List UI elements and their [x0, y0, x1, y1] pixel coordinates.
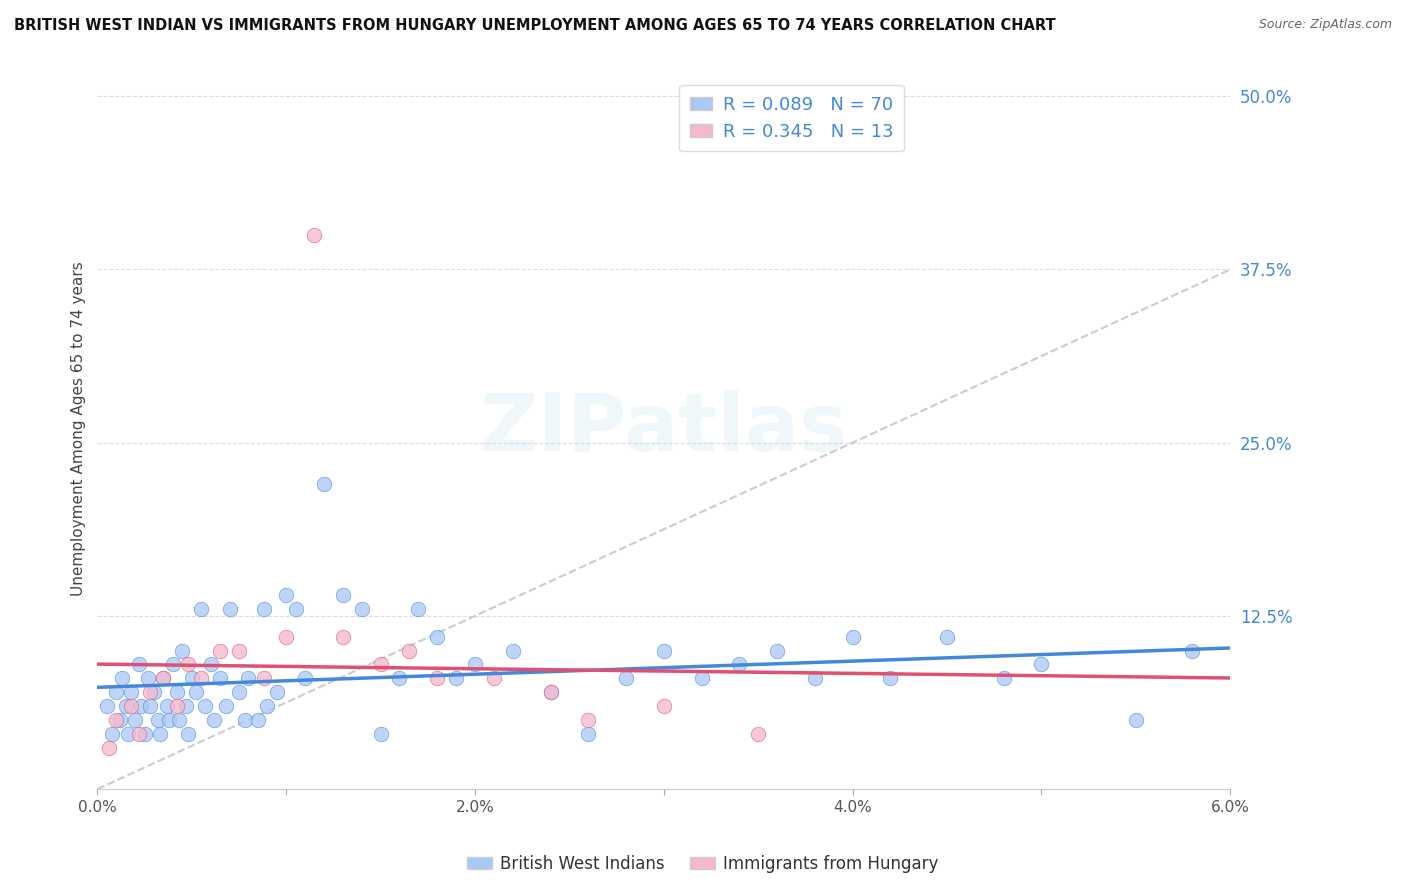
Point: [157, 713, 180, 727]
Point: [134, 727, 156, 741]
Point: [162, 657, 184, 672]
Point: [444, 671, 467, 685]
Point: [1031, 657, 1053, 672]
Point: [120, 698, 142, 713]
Y-axis label: Unemployment Among Ages 65 to 74 years: Unemployment Among Ages 65 to 74 years: [72, 261, 86, 596]
Point: [576, 727, 599, 741]
Point: [276, 630, 298, 644]
Point: [284, 602, 307, 616]
Point: [149, 727, 172, 741]
Point: [728, 657, 751, 672]
Point: [215, 698, 238, 713]
Point: [156, 698, 179, 713]
Point: [204, 713, 226, 727]
Point: [482, 671, 505, 685]
Point: [350, 602, 373, 616]
Text: Source: ZipAtlas.com: Source: ZipAtlas.com: [1258, 18, 1392, 31]
Point: [747, 727, 769, 741]
Point: [105, 685, 128, 699]
Point: [652, 698, 675, 713]
Point: [128, 657, 150, 672]
Point: [146, 713, 169, 727]
Point: [97, 740, 120, 755]
Point: [184, 685, 207, 699]
Point: [117, 727, 139, 741]
Point: [209, 643, 232, 657]
Point: [190, 602, 212, 616]
Point: [194, 698, 217, 713]
Point: [218, 602, 240, 616]
Point: [464, 657, 486, 672]
Point: [614, 671, 637, 685]
Point: [576, 713, 599, 727]
Point: [166, 698, 188, 713]
Point: [111, 671, 134, 685]
Point: [177, 657, 200, 672]
Point: [129, 698, 152, 713]
Point: [266, 685, 288, 699]
Point: [993, 671, 1015, 685]
Point: [652, 643, 675, 657]
Point: [233, 713, 256, 727]
Text: BRITISH WEST INDIAN VS IMMIGRANTS FROM HUNGARY UNEMPLOYMENT AMONG AGES 65 TO 74 : BRITISH WEST INDIAN VS IMMIGRANTS FROM H…: [14, 18, 1056, 33]
Point: [238, 671, 260, 685]
Point: [252, 671, 274, 685]
Point: [128, 727, 150, 741]
Point: [1181, 643, 1204, 657]
Point: [139, 685, 162, 699]
Point: [177, 727, 200, 741]
Point: [841, 630, 863, 644]
Point: [766, 643, 789, 657]
Point: [398, 643, 420, 657]
Point: [388, 671, 411, 685]
Point: [370, 657, 392, 672]
Point: [332, 588, 354, 602]
Point: [190, 671, 212, 685]
Point: [101, 727, 124, 741]
Point: [690, 671, 713, 685]
Point: [180, 671, 202, 685]
Point: [879, 671, 901, 685]
Point: [209, 671, 232, 685]
Point: [167, 713, 190, 727]
Point: [256, 698, 278, 713]
Point: [408, 602, 430, 616]
Point: [276, 588, 298, 602]
Point: [540, 685, 562, 699]
Point: [540, 685, 562, 699]
Point: [370, 727, 392, 741]
Point: [172, 643, 194, 657]
Point: [96, 698, 118, 713]
Point: [804, 671, 827, 685]
Point: [426, 630, 449, 644]
Point: [124, 713, 146, 727]
Point: [304, 227, 326, 242]
Point: [294, 671, 316, 685]
Point: [246, 713, 269, 727]
Point: [108, 713, 131, 727]
Point: [166, 685, 188, 699]
Point: [332, 630, 354, 644]
Point: [312, 477, 335, 491]
Point: [426, 671, 449, 685]
Point: [139, 698, 162, 713]
Point: [228, 685, 250, 699]
Point: [120, 685, 142, 699]
Point: [936, 630, 959, 644]
Point: [502, 643, 524, 657]
Legend: British West Indians, Immigrants from Hungary: British West Indians, Immigrants from Hu…: [461, 848, 945, 880]
Point: [152, 671, 174, 685]
Point: [152, 671, 174, 685]
Point: [136, 671, 159, 685]
Point: [200, 657, 222, 672]
Point: [228, 643, 250, 657]
Legend: R = 0.089   N = 70, R = 0.345   N = 13: R = 0.089 N = 70, R = 0.345 N = 13: [679, 85, 904, 152]
Point: [174, 698, 197, 713]
Point: [114, 698, 136, 713]
Point: [143, 685, 166, 699]
Point: [1125, 713, 1147, 727]
Text: ZIPatlas: ZIPatlas: [479, 390, 848, 467]
Point: [105, 713, 128, 727]
Point: [252, 602, 274, 616]
